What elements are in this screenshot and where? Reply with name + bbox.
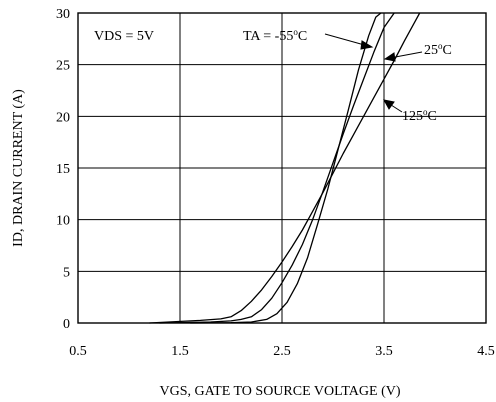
series-line-1 <box>159 12 395 324</box>
x-tick-label: 2.5 <box>273 344 291 359</box>
y-tick-label: 10 <box>56 214 70 229</box>
chart-grid <box>78 13 486 323</box>
y-axis-title: ID, DRAIN CURRENT (A) <box>11 89 26 247</box>
y-tick-label: 15 <box>56 162 70 177</box>
condition-label: VDS = 5V <box>94 29 154 44</box>
y-tick-labels: 0 5 10 15 20 25 30 <box>56 7 70 332</box>
arrow-cold <box>324 33 369 47</box>
y-tick-label: 25 <box>56 59 70 74</box>
series-label-room: 25oC <box>424 41 452 58</box>
series-label-hot: 125oC <box>402 107 437 124</box>
arrow-room <box>389 51 423 59</box>
series-line-0 <box>190 12 382 324</box>
x-axis-title: VGS, GATE TO SOURCE VOLTAGE (V) <box>159 384 400 399</box>
x-tick-label: 3.5 <box>375 344 393 359</box>
plot-frame <box>77 12 487 324</box>
arrowhead-hot <box>383 99 395 110</box>
x-tick-label: 1.5 <box>171 344 189 359</box>
x-tick-label: 4.5 <box>477 344 495 359</box>
x-tick-label: 0.5 <box>69 344 87 359</box>
x-tick-labels: 0.5 1.5 2.5 3.5 4.5 <box>69 344 495 359</box>
chart-series <box>149 12 421 324</box>
series-line-2 <box>149 12 421 324</box>
y-tick-label: 30 <box>56 7 70 22</box>
y-tick-label: 0 <box>63 317 70 332</box>
series-label-cold: TA = -55oC <box>243 27 307 44</box>
arrowhead-room <box>383 52 396 62</box>
y-tick-label: 20 <box>56 110 70 125</box>
annotation-arrows <box>324 33 423 113</box>
y-tick-label: 5 <box>63 265 70 280</box>
arrowhead-cold <box>360 40 374 50</box>
